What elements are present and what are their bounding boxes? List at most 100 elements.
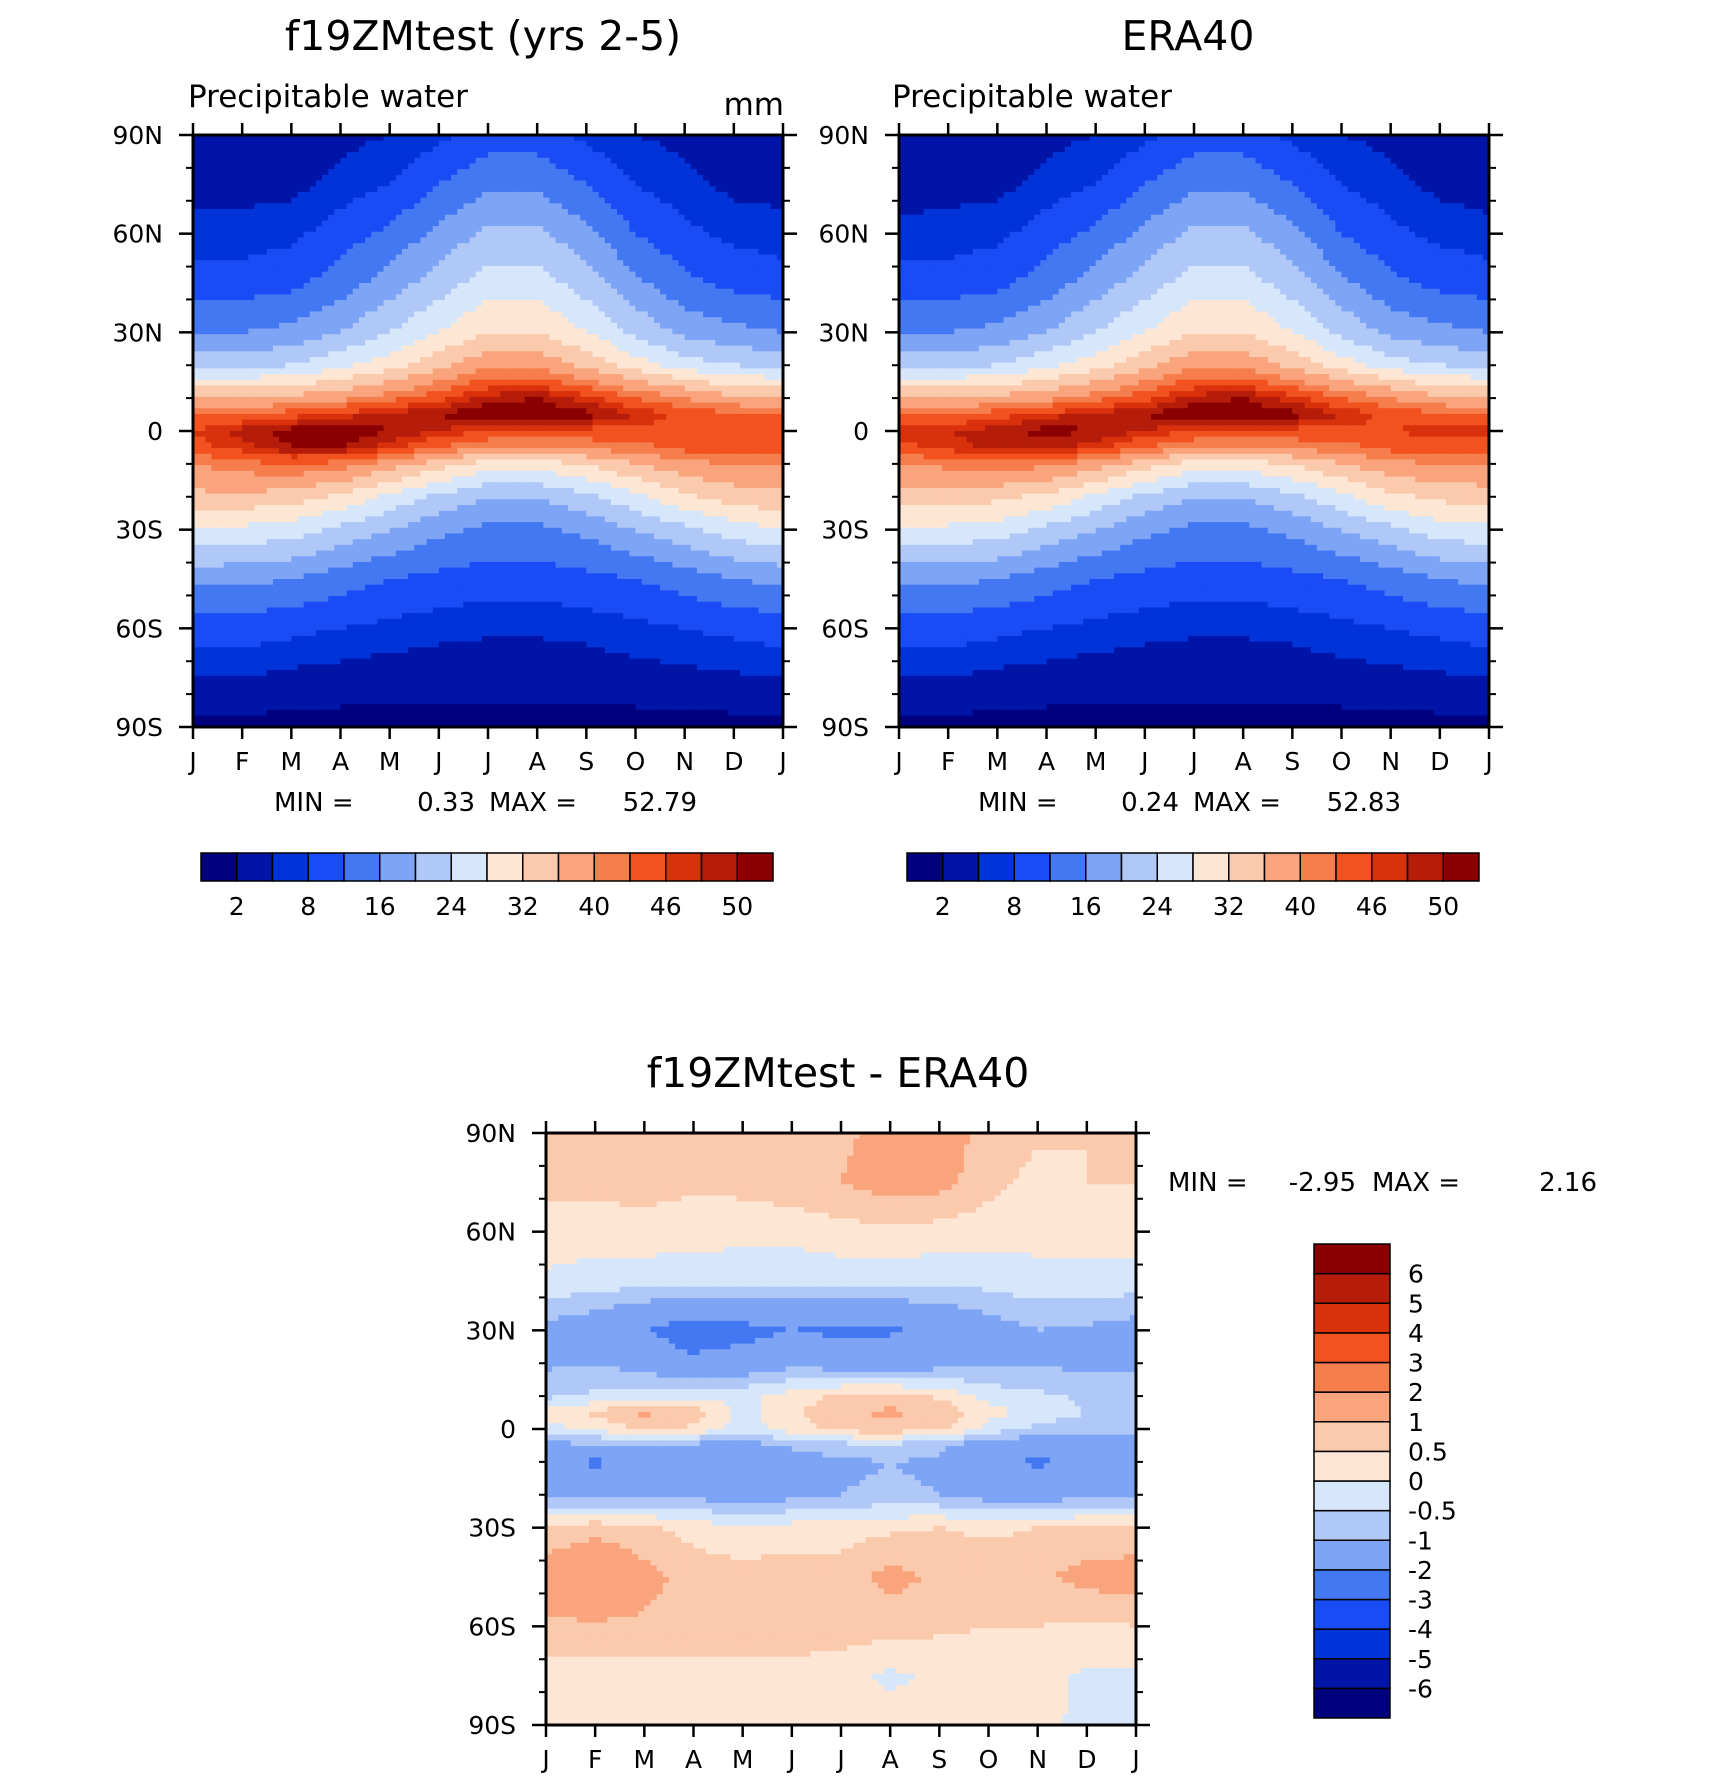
- panel-model-contour-cell: [297, 215, 304, 221]
- panel-model-contour-cell: [586, 198, 593, 204]
- panel-model-contour-cell: [463, 203, 470, 209]
- panel-model-contour-cell: [605, 158, 612, 164]
- panel-model-contour-cell: [341, 169, 348, 175]
- panel-model-contour-cell: [267, 198, 274, 204]
- panel-model-contour-cell: [728, 209, 735, 215]
- panel-model-contour-cell: [402, 146, 409, 152]
- panel-model-contour-cell: [291, 181, 298, 187]
- panel-model-contour-cell: [310, 152, 317, 158]
- panel-model-contour-cell: [341, 163, 348, 169]
- panel-model-contour-cell: [427, 209, 434, 215]
- panel-model-contour-cell: [611, 175, 618, 181]
- panel-model-contour-cell: [574, 192, 581, 198]
- panel-model-contour-cell: [715, 203, 722, 209]
- panel-model-contour-cell: [642, 141, 649, 147]
- panel-model-contour-cell: [728, 203, 735, 209]
- panel-model-contour-cell: [765, 186, 772, 192]
- panel-model-contour-cell: [629, 158, 636, 164]
- panel-model-contour-cell: [697, 192, 704, 198]
- panel-model-contour-cell: [390, 146, 397, 152]
- panel-model-contour-cell: [697, 169, 704, 175]
- panel-model-contour-cell: [267, 169, 274, 175]
- panel-model-contour-cell: [500, 169, 507, 175]
- panel-model-contour-cell: [746, 203, 753, 209]
- panel-model-contour-cell: [482, 152, 489, 158]
- panel-model-contour-cell: [279, 209, 286, 215]
- panel-model-contour-cell: [353, 175, 360, 181]
- panel-model-contour-cell: [537, 215, 544, 221]
- panel-model-contour-cell: [316, 169, 323, 175]
- panel-model-contour-cell: [457, 169, 464, 175]
- panel-model-contour-cell: [408, 226, 415, 232]
- panel-model-contour-cell: [273, 232, 280, 238]
- panel-model-contour-cell: [457, 209, 464, 215]
- panel-model-contour-cell: [316, 209, 323, 215]
- panel-model-contour-cell: [691, 175, 698, 181]
- panel-model-contour-cell: [427, 158, 434, 164]
- panel-model-contour-cell: [420, 209, 427, 215]
- panel-model-contour-cell: [236, 158, 243, 164]
- panel-model-contour-cell: [549, 203, 556, 209]
- panel-model-contour-cell: [334, 186, 341, 192]
- panel-model-contour-cell: [365, 152, 372, 158]
- panel-model-contour-cell: [679, 152, 686, 158]
- panel-model-contour-cell: [353, 141, 360, 147]
- panel-model-contour-cell: [765, 158, 772, 164]
- panel-model-contour-cell: [556, 226, 563, 232]
- panel-model-contour-cell: [709, 163, 716, 169]
- panel-model-contour-cell: [568, 163, 575, 169]
- panel-model-contour-cell: [599, 158, 606, 164]
- panel-model-contour-cell: [384, 198, 391, 204]
- panel-model-contour-cell: [242, 175, 249, 181]
- panel-model-contour-cell: [316, 175, 323, 181]
- panel-model-contour-cell: [679, 186, 686, 192]
- panel-model-contour-cell: [414, 181, 421, 187]
- panel-model-contour-cell: [341, 141, 348, 147]
- panel-model-contour-cell: [666, 169, 673, 175]
- panel-model-contour-cell: [691, 181, 698, 187]
- panel-model-contour-cell: [261, 226, 268, 232]
- panel-model-contour-cell: [722, 163, 729, 169]
- panel-model-contour-cell: [359, 192, 366, 198]
- panel-model-contour-cell: [519, 175, 526, 181]
- panel-model-contour-cell: [439, 192, 446, 198]
- panel-model-contour-cell: [685, 220, 692, 226]
- panel-model-contour-cell: [291, 192, 298, 198]
- panel-model-contour-cell: [359, 163, 366, 169]
- panel-model-contour-cell: [654, 141, 661, 147]
- panel-model-contour-cell: [605, 186, 612, 192]
- panel-model-contour-cell: [304, 163, 311, 169]
- panel-model-contour-cell: [697, 175, 704, 181]
- panel-model-contour-cell: [685, 192, 692, 198]
- panel-model-contour-cell: [476, 158, 483, 164]
- panel-model-contour-cell: [261, 169, 268, 175]
- panel-model-contour-cell: [543, 152, 550, 158]
- panel-model-contour-cell: [709, 169, 716, 175]
- panel-model-contour-cell: [236, 220, 243, 226]
- panel-model-contour-cell: [691, 146, 698, 152]
- panel-model-contour-cell: [617, 152, 624, 158]
- panel-model-contour-cell: [242, 220, 249, 226]
- panel-model-contour-cell: [384, 226, 391, 232]
- panel-model-contour-cell: [586, 146, 593, 152]
- panel-model-contour-cell: [685, 198, 692, 204]
- panel-model-contour-cell: [506, 141, 513, 147]
- panel-model-contour-cell: [248, 141, 255, 147]
- panel-model-contour-cell: [457, 181, 464, 187]
- panel-model-contour-cell: [654, 209, 661, 215]
- panel-model-contour-cell: [654, 181, 661, 187]
- panel-model-contour-cell: [654, 175, 661, 181]
- panel-model-contour-cell: [304, 203, 311, 209]
- panel-model-contour-cell: [224, 215, 231, 221]
- panel-model-contour-cell: [341, 226, 348, 232]
- panel-model-contour-cell: [470, 203, 477, 209]
- panel-model-contour-cell: [310, 169, 317, 175]
- panel-model-contour-cell: [205, 152, 212, 158]
- panel-model-contour-cell: [703, 226, 710, 232]
- panel-model-contour-cell: [297, 198, 304, 204]
- panel-model-contour-cell: [254, 198, 261, 204]
- panel-model-contour-cell: [297, 186, 304, 192]
- panel-model-contour-cell: [482, 226, 489, 232]
- panel-model-contour-cell: [691, 192, 698, 198]
- panel-model-contour-cell: [248, 203, 255, 209]
